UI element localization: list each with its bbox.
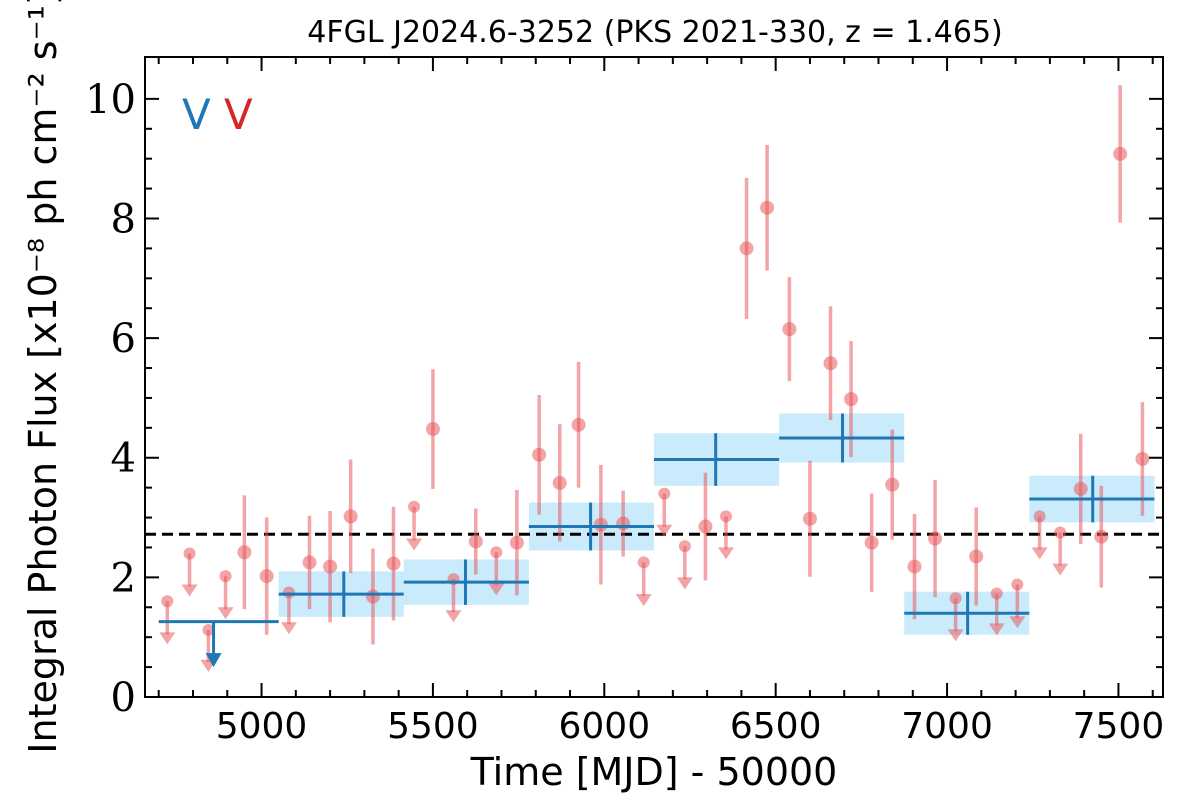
detection-point [802,511,817,526]
detection-point [1135,451,1150,466]
upper-limit-point [490,546,503,559]
upper-limit-arrowhead [947,629,964,642]
upper-limit-point [1054,526,1067,539]
upper-limit-arrowhead [406,538,423,551]
detection-point [907,559,922,574]
x-tick-label: 6500 [730,706,822,747]
upper-limit-point [1033,510,1046,523]
detection-point [237,545,252,560]
upper-limit-point [282,586,295,599]
legend-entry-red: V [224,90,253,139]
detection-point [739,241,754,256]
y-tick-label: 4 [111,436,136,482]
upper-limit-point [637,556,650,569]
detection-point [969,549,984,564]
detection-point [1113,146,1128,161]
x-tick-label: 7000 [901,706,993,747]
upper-limit-arrowhead [717,547,734,560]
detection-point [885,477,900,492]
x-tick-label: 6000 [558,706,650,747]
upper-limit-point [949,592,962,605]
detection-point [323,559,338,574]
detection-point [302,555,317,570]
detection-point [1094,529,1109,544]
detection-point [864,535,879,550]
y-tick-label: 8 [111,196,136,242]
upper-limit-arrowhead [676,577,693,590]
upper-limit-point [408,500,421,513]
legend: V V [182,90,253,139]
upper-limit-arrowhead [159,632,176,645]
plot-area: 5000 5500 6000 6500 7000 7500 0 2 4 6 8 10 [85,56,1165,747]
y-tick-label: 0 [111,675,136,721]
upper-limit-arrowhead [635,594,652,607]
upper-limit-point [219,570,232,583]
x-tick-label: 5500 [387,706,479,747]
detection-point [698,519,713,534]
axes-frame [144,56,1164,698]
y-tick-label: 6 [111,316,136,362]
detection-point [760,200,775,215]
upper-limit-arrowhead [988,623,1005,636]
detection-point [509,535,524,550]
upper-limit-arrowhead [1052,563,1069,576]
x-axis-title: Time [MJD] - 50000 [470,750,838,794]
y-axis-title: Integral Photon Flux [x10⁻⁸ ph cm⁻² s⁻¹] [21,0,65,754]
upper-limit-point [658,487,671,500]
bin-upper-limit-arrowhead [205,653,222,668]
upper-limit-arrowhead [280,622,297,635]
detection-point [1073,481,1088,496]
axis-ticks [145,57,1163,698]
x-tick-label: 5000 [216,706,308,747]
upper-limit-arrowhead [1009,616,1026,629]
chart-title: 4FGL J2024.6-3252 (PKS 2021-330, z = 1.4… [307,15,1002,50]
upper-limit-point [183,547,196,560]
x-tick-label: 7500 [1073,706,1165,747]
upper-limit-point [990,587,1003,600]
upper-limit-point [719,510,732,523]
detection-point [468,534,483,549]
upper-limit-arrowhead [488,583,505,596]
detection-point [928,531,943,546]
detection-point [365,589,380,604]
upper-limit-arrowhead [656,524,673,537]
upper-limit-arrowhead [1031,547,1048,560]
detection-point [425,422,440,437]
detection-point [259,569,274,584]
detection-point [386,556,401,571]
y-tick-label: 2 [111,555,136,601]
detection-point [532,447,547,462]
detection-point [782,322,797,337]
upper-limit-arrowhead [217,607,234,620]
detection-point [593,517,608,532]
upper-limit-arrowhead [181,584,198,597]
detection-point [343,509,358,524]
detection-point [844,392,859,407]
upper-limit-arrowhead [445,610,462,623]
y-tick-label: 10 [85,77,136,123]
detection-point [616,516,631,531]
detection-point [552,475,567,490]
upper-limit-point [161,595,174,608]
upper-limit-point [1011,578,1024,591]
upper-limit-point [202,624,215,637]
upper-limit-point [678,540,691,553]
detection-point [823,356,838,371]
detection-point [571,417,586,432]
legend-entry-blue: V [182,90,211,139]
